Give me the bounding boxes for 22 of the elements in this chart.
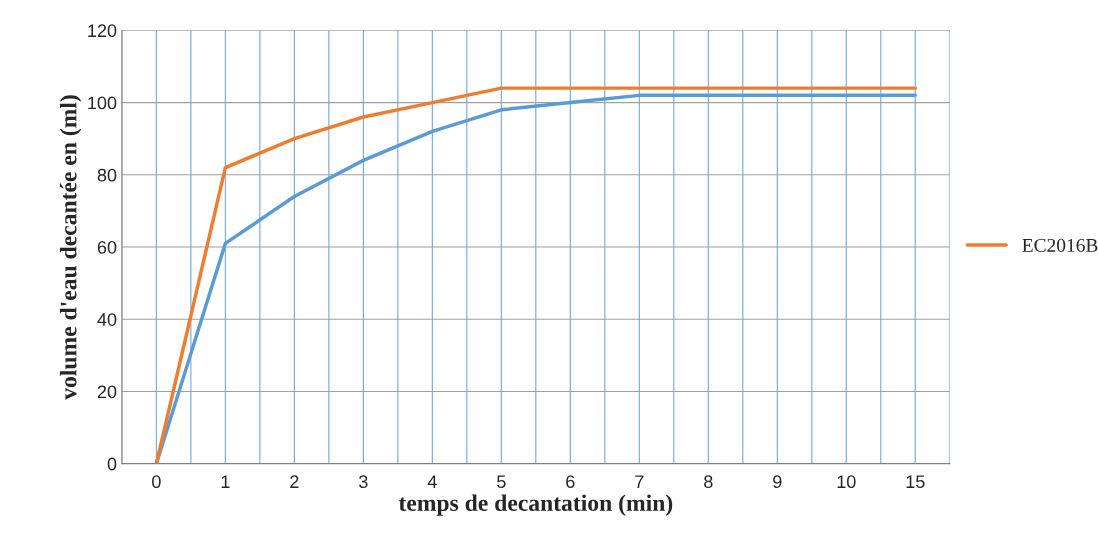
x-tick-label: 5 xyxy=(497,475,506,489)
y-axis-title: volume d'eau decantée en (ml) xyxy=(59,95,82,400)
y-tick-label: 60 xyxy=(97,240,117,254)
x-tick-label: 2 xyxy=(290,475,299,488)
y-tick-label: 100 xyxy=(88,96,117,110)
legend-label: EC2016B xyxy=(1022,238,1098,252)
y-tick-label: 80 xyxy=(97,168,117,182)
x-tick-label: 3 xyxy=(359,475,368,489)
y-tick-label: 40 xyxy=(97,313,117,326)
x-tick-label: 10 xyxy=(837,475,856,489)
x-tick-label: 9 xyxy=(773,475,782,489)
x-axis-title: temps de decantation (min) xyxy=(398,494,673,516)
x-tick-label: 1 xyxy=(221,475,230,488)
x-tick-label: 8 xyxy=(704,475,713,489)
y-tick-label: 20 xyxy=(97,385,117,399)
y-tick-label: 0 xyxy=(107,457,117,471)
x-tick-label: 15 xyxy=(906,475,925,489)
x-tick-label: 7 xyxy=(635,475,644,488)
x-tick-label: 4 xyxy=(427,475,437,488)
y-tick-label: 120 xyxy=(88,24,117,38)
x-tick-label: 0 xyxy=(152,475,161,489)
x-tick-label: 6 xyxy=(566,475,575,489)
